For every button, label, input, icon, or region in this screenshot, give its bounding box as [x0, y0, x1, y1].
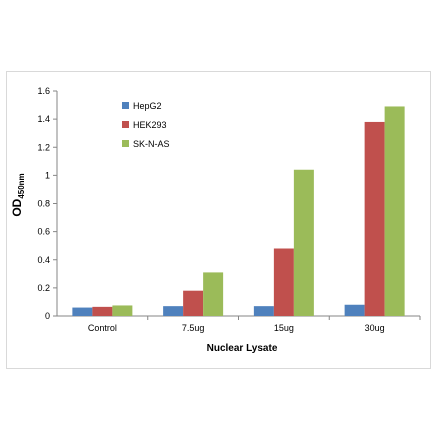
y-axis-label-subscript: 450nm: [17, 173, 26, 198]
x-category-label: 15ug: [274, 323, 294, 333]
y-tick-label: 0: [45, 311, 50, 321]
bar-hek293-30ug: [364, 121, 385, 316]
y-tick-label: 0.6: [37, 227, 50, 237]
chart-frame: [6, 71, 431, 369]
x-axis-label: Nuclear Lysate: [207, 343, 278, 354]
x-category-label: 7.5ug: [182, 323, 205, 333]
bar-hek293-7.5ug: [183, 290, 204, 316]
legend-swatch-hepg2: [122, 102, 129, 109]
x-category-label: Control: [88, 323, 117, 333]
legend-label-hek293: HEK293: [133, 120, 167, 130]
bar-hepg2-15ug: [253, 306, 274, 316]
bar-sk-n-as-30ug: [384, 106, 405, 316]
bar-hepg2-7.5ug: [163, 306, 184, 316]
y-tick-label: 0.4: [37, 255, 50, 265]
y-tick-label: 1: [45, 170, 50, 180]
y-tick-label: 0.8: [37, 199, 50, 209]
bar-hek293-15ug: [273, 248, 294, 316]
bar-hek293-control: [92, 306, 113, 316]
bar-hepg2-30ug: [344, 304, 365, 316]
legend-swatch-sk-n-as: [122, 140, 129, 147]
bar-sk-n-as-control: [112, 305, 133, 316]
x-category-label: 30ug: [365, 323, 385, 333]
y-tick-label: 1.2: [37, 142, 50, 152]
y-tick-label: 1.4: [37, 114, 50, 124]
y-axis-label-main: OD: [10, 198, 24, 216]
y-axis-label: OD450nm: [10, 173, 26, 216]
legend-label-hepg2: HepG2: [133, 101, 162, 111]
bar-sk-n-as-7.5ug: [203, 272, 224, 316]
bar-hepg2-control: [72, 307, 93, 316]
y-tick-label: 0.2: [37, 283, 50, 293]
bar-sk-n-as-15ug: [293, 169, 314, 316]
legend-label-sk-n-as: SK-N-AS: [133, 139, 170, 149]
legend-swatch-hek293: [122, 121, 129, 128]
y-tick-label: 1.6: [37, 86, 50, 96]
plot-area: 0 0.2 0.4 0.6 0.8 1 1.2 1.4 1.6 Control 7.5ug 15ug 3…: [37, 86, 421, 333]
